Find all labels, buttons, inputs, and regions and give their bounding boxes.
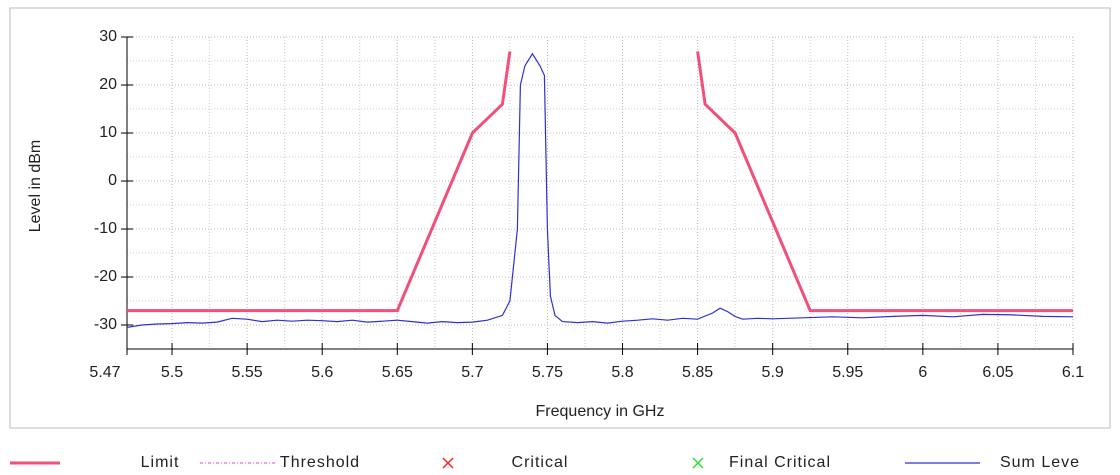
legend-label: Critical bbox=[512, 454, 569, 471]
x-tick-label: 5.65 bbox=[382, 364, 413, 381]
x-tick-label: 5.47 bbox=[89, 364, 120, 381]
series-line bbox=[127, 51, 1073, 313]
y-tick-label: -10 bbox=[94, 220, 117, 237]
y-tick-label: -20 bbox=[94, 268, 117, 285]
legend-label: Limit bbox=[141, 454, 180, 471]
series-line bbox=[126, 52, 1074, 328]
legend-marker bbox=[692, 457, 704, 469]
y-tick-label: 0 bbox=[108, 172, 117, 189]
y-axis-label: Level in dBm bbox=[27, 140, 44, 233]
chart-frame bbox=[9, 7, 1111, 429]
x-tick-label: 6 bbox=[918, 364, 927, 381]
legend-label: Final Critical bbox=[729, 454, 831, 471]
x-tick-label: 6.05 bbox=[982, 364, 1013, 381]
x-tick-label: 5.7 bbox=[461, 364, 483, 381]
x-tick-label: 5.6 bbox=[311, 364, 333, 381]
x-axis-label: Frequency in GHz bbox=[536, 403, 665, 420]
x-tick-label: 5.75 bbox=[532, 364, 563, 381]
legend-label: Sum Leve bbox=[1000, 454, 1080, 471]
x-tick-label: 5.85 bbox=[682, 364, 713, 381]
y-tick-label: -30 bbox=[94, 316, 117, 333]
legend-label: Threshold bbox=[280, 454, 360, 471]
y-tick-label: 10 bbox=[99, 124, 117, 141]
x-tick-label: 5.8 bbox=[611, 364, 633, 381]
x-tick-label: 5.5 bbox=[161, 364, 183, 381]
x-tick-label: 6.1 bbox=[1062, 364, 1084, 381]
x-tick-label: 5.95 bbox=[832, 364, 863, 381]
x-tick-label: 5.55 bbox=[232, 364, 263, 381]
y-tick-label: 20 bbox=[99, 76, 117, 93]
x-tick-label: 5.9 bbox=[762, 364, 784, 381]
y-tick-label: 30 bbox=[99, 28, 117, 45]
legend-marker bbox=[442, 457, 454, 469]
